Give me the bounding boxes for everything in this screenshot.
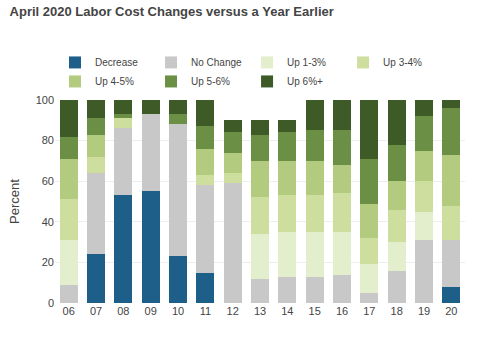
svg-text:80: 80 xyxy=(42,134,54,146)
svg-text:April 2020 Labor Cost Changes: April 2020 Labor Cost Changes versus a Y… xyxy=(10,4,334,19)
svg-text:Up 1-3%: Up 1-3% xyxy=(287,57,326,68)
svg-text:Decrease: Decrease xyxy=(95,57,138,68)
svg-text:10: 10 xyxy=(172,305,184,317)
svg-text:18: 18 xyxy=(391,305,403,317)
svg-text:08: 08 xyxy=(117,305,129,317)
svg-text:17: 17 xyxy=(363,305,375,317)
svg-text:06: 06 xyxy=(63,305,75,317)
svg-text:Up 3-4%: Up 3-4% xyxy=(383,57,422,68)
svg-text:0: 0 xyxy=(48,297,54,309)
svg-text:14: 14 xyxy=(281,305,293,317)
svg-text:Up 6%+: Up 6%+ xyxy=(287,76,323,87)
svg-text:20: 20 xyxy=(445,305,457,317)
svg-text:13: 13 xyxy=(254,305,266,317)
svg-text:07: 07 xyxy=(90,305,102,317)
svg-text:40: 40 xyxy=(42,216,54,228)
svg-text:09: 09 xyxy=(145,305,157,317)
svg-text:Percent: Percent xyxy=(7,179,22,224)
svg-text:16: 16 xyxy=(336,305,348,317)
svg-text:19: 19 xyxy=(418,305,430,317)
svg-text:20: 20 xyxy=(42,256,54,268)
svg-text:15: 15 xyxy=(309,305,321,317)
svg-text:No Change: No Change xyxy=(191,57,242,68)
svg-text:Up 4-5%: Up 4-5% xyxy=(95,76,134,87)
svg-text:60: 60 xyxy=(42,175,54,187)
svg-text:12: 12 xyxy=(227,305,239,317)
svg-text:Up 5-6%: Up 5-6% xyxy=(191,76,230,87)
svg-text:11: 11 xyxy=(200,305,211,317)
svg-text:100: 100 xyxy=(36,94,54,106)
